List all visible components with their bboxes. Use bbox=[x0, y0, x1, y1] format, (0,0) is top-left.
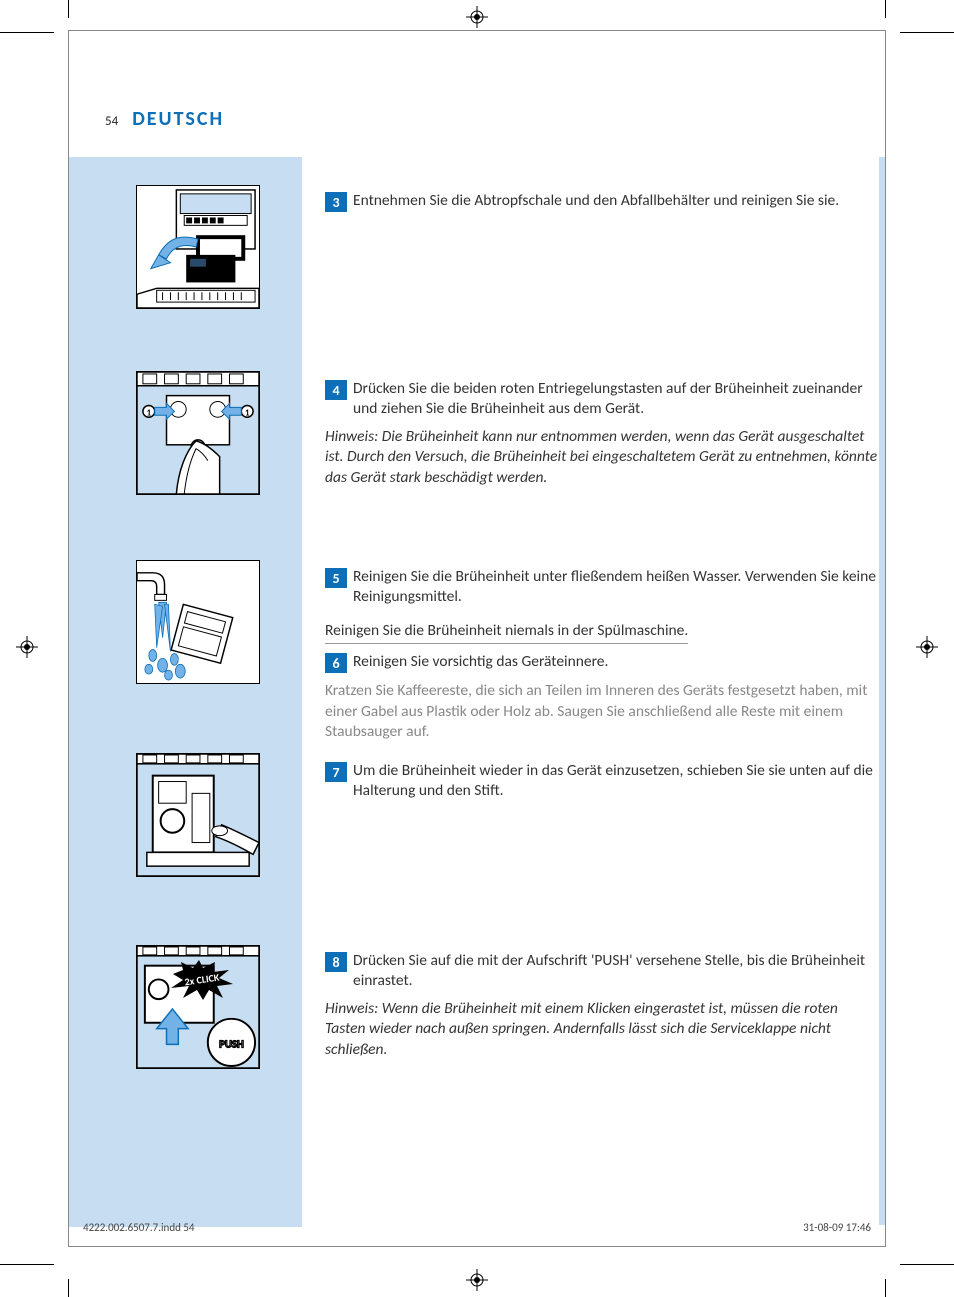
step-7-text: Um die Brüheinheit wieder in das Gerät e… bbox=[353, 761, 881, 801]
step-5-text: Reinigen Sie die Brüheinheit unter fließ… bbox=[353, 567, 881, 607]
step-6-subtext: Kratzen Sie Kaffeereste, die sich an Tei… bbox=[325, 681, 881, 741]
illustration-step-4: 1 1 2 bbox=[136, 371, 260, 495]
push-label: PUSH bbox=[219, 1037, 244, 1050]
step-5-6-block: 5 Reinigen Sie die Brüheinheit unter fli… bbox=[325, 567, 881, 742]
page-footer: 4222.002.6507.7.indd 54 31-08-09 17:46 bbox=[83, 1221, 871, 1234]
step-number-4: 4 bbox=[325, 380, 347, 400]
step-5-warning: Reinigen Sie die Brüheinheit niemals in … bbox=[325, 621, 688, 644]
step-7-block: 7 Um die Brüheinheit wieder in das Gerät… bbox=[325, 761, 881, 809]
step-6-text: Reinigen Sie vorsichtig das Geräteinnere… bbox=[353, 652, 608, 673]
step-4-note: Hinweis: Die Brüheinheit kann nur entnom… bbox=[325, 427, 881, 487]
illustration-step-7 bbox=[136, 753, 260, 877]
svg-text:1: 1 bbox=[147, 408, 152, 418]
page-frame: 54 DEUTSCH bbox=[68, 30, 886, 1247]
step-number-8: 8 bbox=[325, 952, 347, 972]
registration-mark-left bbox=[16, 636, 38, 658]
step-8-note: Hinweis: Wenn die Brüheinheit mit einem … bbox=[325, 999, 881, 1059]
step-number-7: 7 bbox=[325, 762, 347, 782]
illustration-column: 1 1 2 bbox=[69, 157, 302, 1227]
footer-date: 31-08-09 17:46 bbox=[803, 1221, 871, 1234]
illustration-step-8: PUSH 2x CLICK bbox=[136, 945, 260, 1069]
illustration-step-5 bbox=[136, 560, 260, 684]
step-8-text: Drücken Sie auf die mit der Aufschrift '… bbox=[353, 951, 881, 991]
page-header: 54 DEUTSCH bbox=[105, 107, 224, 131]
step-3-text: Entnehmen Sie die Abtropfschale und den … bbox=[353, 191, 839, 212]
svg-text:1: 1 bbox=[245, 408, 250, 418]
step-number-5: 5 bbox=[325, 568, 347, 588]
illustration-step-3 bbox=[136, 185, 260, 309]
click-starburst: 2x CLICK bbox=[169, 960, 235, 1000]
registration-mark-top bbox=[466, 6, 488, 28]
registration-mark-right bbox=[916, 636, 938, 658]
language-label: DEUTSCH bbox=[132, 107, 224, 131]
footer-filename: 4222.002.6507.7.indd 54 bbox=[83, 1221, 195, 1234]
step-number-6: 6 bbox=[325, 653, 347, 673]
step-8-block: 8 Drücken Sie auf die mit der Aufschrift… bbox=[325, 951, 881, 1060]
step-3-block: 3 Entnehmen Sie die Abtropfschale und de… bbox=[325, 191, 881, 220]
page-number: 54 bbox=[105, 114, 118, 129]
step-4-block: 4 Drücken Sie die beiden roten Entriegel… bbox=[325, 379, 881, 488]
step-4-text: Drücken Sie die beiden roten Entriegelun… bbox=[353, 379, 881, 419]
registration-mark-bottom bbox=[466, 1269, 488, 1291]
step-number-3: 3 bbox=[325, 192, 347, 212]
